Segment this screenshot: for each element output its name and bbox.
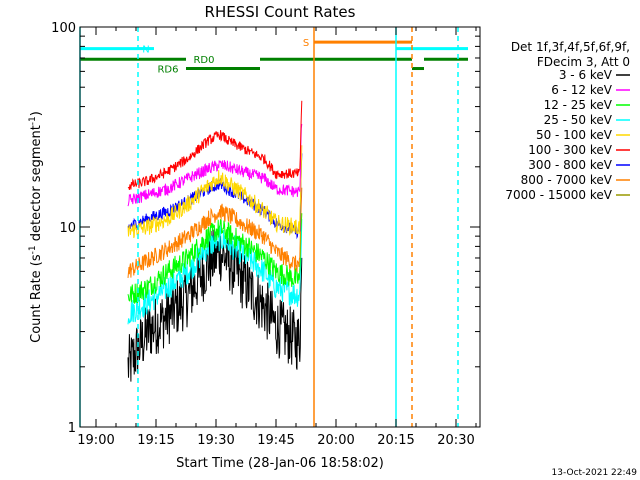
series-line [127,187,303,278]
x-tick-label: 20:00 [317,433,354,448]
x-tick-label: 19:00 [77,433,114,448]
flag-label-n: N [142,45,149,56]
series-line [127,145,303,239]
legend-entry-label: 100 - 300 keV [528,143,612,157]
flag-label-rd0: RD0 [193,55,214,66]
legend-entry-label: 25 - 50 keV [544,113,613,127]
x-tick-label: 19:45 [257,433,294,448]
series-line [127,213,303,304]
flag-label-rd6: RD6 [157,65,178,76]
x-tick-label: 20:15 [377,433,414,448]
legend-entry-label: 3 - 6 keV [559,68,613,82]
flag-label-s: S [303,38,309,49]
legend-entry-label: 800 - 7000 keV [521,173,613,187]
series-line [127,100,303,190]
legend-entry-label: 12 - 25 keV [544,98,613,112]
x-axis-label: Start Time (28-Jan-06 18:58:02) [176,456,384,471]
y-axis-label-main: Count Rate (s [29,254,44,343]
y-axis-label-sup2: -1 [28,116,38,125]
legend-entry-label: 6 - 12 keV [551,83,613,97]
x-tick-label: 19:15 [137,433,174,448]
y-axis-label-mid: detector segment [29,125,44,245]
legend-entry-label: 7000 - 15000 keV [505,188,612,202]
legend-header-1: Det 1f,3f,4f,5f,6f,9f, [511,40,630,54]
plot-area: N S RD0 RD6 19:00 19:15 19:30 19:45 20:00 20:15 2… [51,21,481,448]
y-tick-label: 100 [51,21,76,36]
y-tick-label: 1 [68,421,76,436]
y-axis-label-sup: -1 [28,245,38,254]
y-axis-label: Count Rate (s-1 detector segment-1) [28,111,44,343]
legend: Det 1f,3f,4f,5f,6f,9f, FDecim 3, Att 0 3… [505,40,630,202]
flag-layer: N S RD0 RD6 [80,38,468,76]
x-tick-label: 20:30 [437,433,474,448]
footer-date: 13-Oct-2021 22:49 [552,468,638,478]
y-tick-label: 10 [59,221,76,236]
series-line [127,123,303,207]
series-layer [127,100,303,382]
legend-entry-label: 50 - 100 keV [536,128,613,142]
legend-header-2: FDecim 3, Att 0 [537,55,630,69]
x-tick-label: 19:30 [197,433,234,448]
axis-ticks: 19:00 19:15 19:30 19:45 20:00 20:15 20:30 1 10 10… [51,21,480,448]
y-axis-label-close: ) [29,111,44,116]
legend-entry-label: 300 - 800 keV [528,158,612,172]
chart-title: RHESSI Count Rates [205,3,356,21]
